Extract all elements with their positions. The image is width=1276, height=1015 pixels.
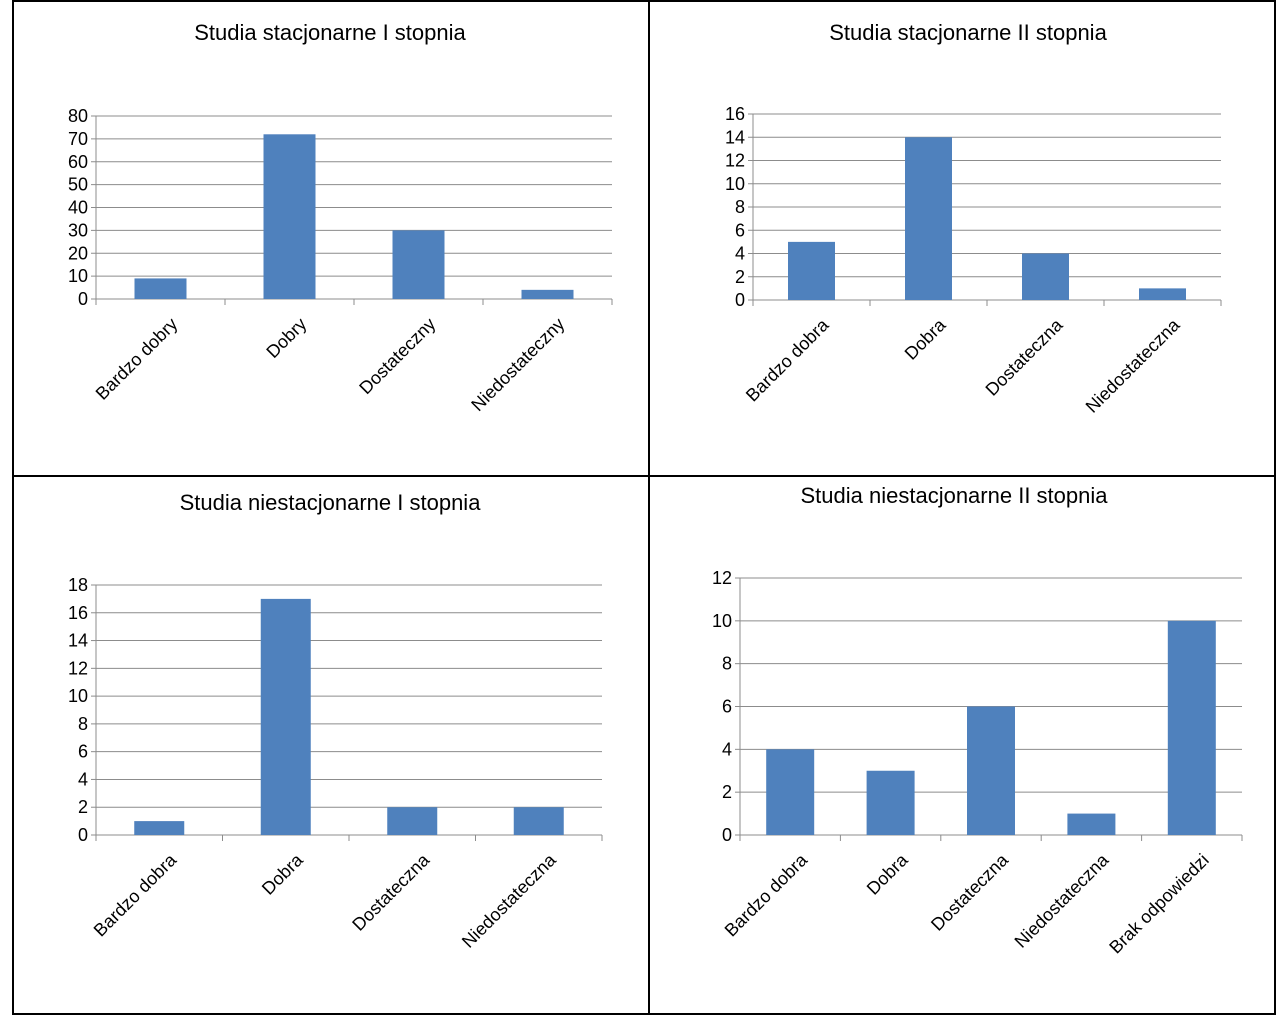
bar	[134, 821, 185, 835]
y-tick-label: 10	[712, 611, 732, 631]
category-label: Dostateczna	[927, 849, 1013, 935]
table-divider-vertical	[648, 0, 650, 1015]
category-label: Dostateczny	[355, 314, 439, 398]
bar-chart-niestacjonarne-1: Studia niestacjonarne I stopnia 0 2 4 6 8 10 1…	[68, 490, 603, 952]
category-label: Brak odpowiedzi	[1105, 850, 1213, 958]
y-tick-label: 2	[722, 782, 732, 802]
category-label: Niedostateczna	[1082, 314, 1185, 417]
chart-title: Studia niestacjonarne I stopnia	[180, 490, 482, 515]
category-label: Dobra	[258, 849, 308, 899]
chart-cell-4: Studia niestacjonarne II stopnia 0 2 4 6 8 10…	[650, 477, 1274, 1013]
bar	[788, 241, 835, 300]
y-tick-label: 2	[78, 797, 88, 817]
bar	[387, 807, 438, 835]
category-label: Dobra	[863, 849, 913, 899]
y-tick-label: 4	[722, 739, 732, 759]
y-tick-label: 6	[722, 697, 732, 717]
bar	[1022, 253, 1069, 300]
y-tick-label: 2	[735, 267, 745, 287]
bar	[866, 770, 915, 835]
chart-title: Studia stacjonarne I stopnia	[194, 20, 466, 45]
y-tick-label: 30	[68, 220, 88, 240]
category-label: Dostateczna	[348, 849, 434, 935]
y-tick-label: 12	[68, 658, 88, 678]
chart-title: Studia stacjonarne II stopnia	[829, 20, 1107, 45]
category-label: Dobry	[262, 314, 310, 362]
y-tick-label: 70	[68, 129, 88, 149]
y-tick-label: 40	[68, 198, 88, 218]
y-tick-label: 80	[68, 106, 88, 126]
bar-chart-niestacjonarne-2: Studia niestacjonarne II stopnia 0 2 4 6 8 10…	[712, 483, 1243, 958]
y-tick-label: 8	[722, 654, 732, 674]
y-tick-label: 0	[735, 290, 745, 310]
y-tick-label: 60	[68, 152, 88, 172]
category-label: Dobra	[901, 314, 951, 364]
y-tick-label: 10	[68, 266, 88, 286]
y-tick-label: 12	[725, 151, 745, 171]
y-tick-label: 20	[68, 243, 88, 263]
bar	[513, 807, 564, 835]
category-label: Bardzo dobra	[742, 314, 833, 405]
y-tick-label: 50	[68, 175, 88, 195]
y-tick-label: 8	[78, 714, 88, 734]
y-tick-label: 6	[735, 220, 745, 240]
y-tick-label: 14	[725, 127, 745, 147]
bar	[1139, 288, 1186, 300]
y-tick-label: 4	[78, 769, 88, 789]
y-tick-label: 14	[68, 631, 88, 651]
y-tick-label: 16	[725, 104, 745, 124]
bar	[1167, 620, 1216, 835]
bar	[392, 230, 445, 299]
table-divider-horizontal	[12, 475, 1276, 477]
chart-cell-2: Studia stacjonarne II stopnia 0 2 4 6 8 10 12 1…	[650, 2, 1274, 475]
category-label: Niedostateczny	[467, 314, 568, 415]
y-tick-label: 10	[68, 686, 88, 706]
bar	[1067, 813, 1116, 835]
bar-chart-stacjonarne-2: Studia stacjonarne II stopnia 0 2 4 6 8 10 12 1…	[725, 20, 1222, 417]
bar	[134, 278, 187, 299]
y-tick-label: 12	[712, 568, 732, 588]
y-tick-label: 10	[725, 174, 745, 194]
category-label: Niedostateczna	[1011, 849, 1114, 952]
chart-cell-1: Studia stacjonarne I stopnia 0 10 20 30 40 50…	[14, 2, 648, 475]
category-label: Bardzo dobra	[721, 849, 812, 940]
bar	[967, 706, 1015, 835]
bar	[766, 749, 815, 835]
y-tick-label: 16	[68, 603, 88, 623]
table-border	[12, 0, 1276, 1015]
bar	[905, 137, 952, 300]
category-label: Niedostateczna	[458, 849, 561, 952]
y-tick-label: 6	[78, 742, 88, 762]
bar	[263, 134, 316, 299]
bar	[260, 598, 311, 835]
y-tick-label: 0	[78, 289, 88, 309]
category-label: Bardzo dobra	[90, 849, 181, 940]
bar	[521, 289, 574, 299]
chart-cell-3: Studia niestacjonarne I stopnia 0 2 4 6 8 10 1…	[14, 477, 648, 1013]
chart-title: Studia niestacjonarne II stopnia	[801, 483, 1109, 508]
y-tick-label: 0	[722, 825, 732, 845]
category-label: Dostateczna	[982, 314, 1068, 400]
y-tick-label: 0	[78, 825, 88, 845]
y-tick-label: 18	[68, 575, 88, 595]
y-tick-label: 4	[735, 244, 745, 264]
y-tick-label: 8	[735, 197, 745, 217]
category-label: Bardzo dobry	[92, 314, 182, 404]
